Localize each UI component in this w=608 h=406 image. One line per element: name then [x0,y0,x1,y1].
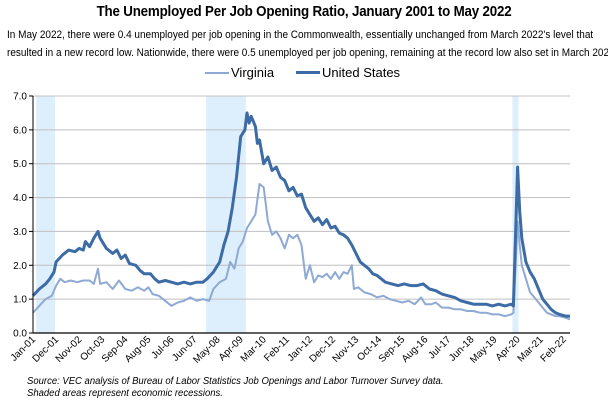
shading-note: Shaded areas represent economic recessio… [27,388,223,399]
subtitle-line-1: In May 2022, there were 0.4 unemployed p… [7,29,594,41]
series-line-united-states [31,111,570,318]
y-tick-label: 7.0 [13,92,27,103]
legend-item-united-states: United States [296,65,400,80]
legend-swatch-united-states [296,71,320,74]
x-tick-label: Nov-13 [331,334,362,365]
legend-label-united-states: United States [322,65,401,80]
x-tick-label: Feb-11 [262,334,292,364]
x-tick-label: Mar-10 [239,334,269,364]
recession-band-2 [206,96,246,333]
x-tick-label: Aug-16 [400,334,431,365]
y-axis-ticks-group: 0.0 1.0 2.0 3.0 4.0 5.0 6.0 7.0 [13,92,33,340]
footnote: Source: VEC analysis of Bureau of Labor … [27,376,443,400]
legend-label-virginia: Virginia [231,65,275,80]
legend-item-virginia: Virginia [205,65,274,80]
y-tick-label: 3.0 [13,227,27,238]
y-tick-label: 5.0 [13,159,27,170]
series-line-virginia [32,183,571,321]
y-tick-label: 4.0 [13,193,27,204]
x-tick-label: Nov-02 [54,334,85,365]
y-tick-label: 0.0 [13,329,27,340]
subtitle-line-2: resulted in a new record low. Nationwide… [7,47,608,59]
y-tick-label: 6.0 [13,125,27,136]
series-lines-group [31,111,571,321]
recession-shading-group [36,96,519,333]
legend-swatch-virginia [205,71,229,74]
x-tick-label: Feb-22 [539,334,569,364]
chart-title: The Unemployed Per Job Opening Ratio, Ja… [96,4,512,20]
x-axis-ticks-group: Jan-01Dec-01Nov-02Oct-03Sep-04Aug-05Jul-… [9,334,569,366]
x-tick-label: Aug-05 [123,334,154,365]
legend: Virginia United States [0,65,608,85]
source-note: Source: VEC analysis of Bureau of Labor … [27,376,444,387]
recession-band-1 [36,96,55,333]
y-tick-label: 2.0 [13,261,27,272]
chart-subtitle: In May 2022, there were 0.4 unemployed p… [7,26,608,62]
y-tick-label: 1.0 [13,295,27,306]
